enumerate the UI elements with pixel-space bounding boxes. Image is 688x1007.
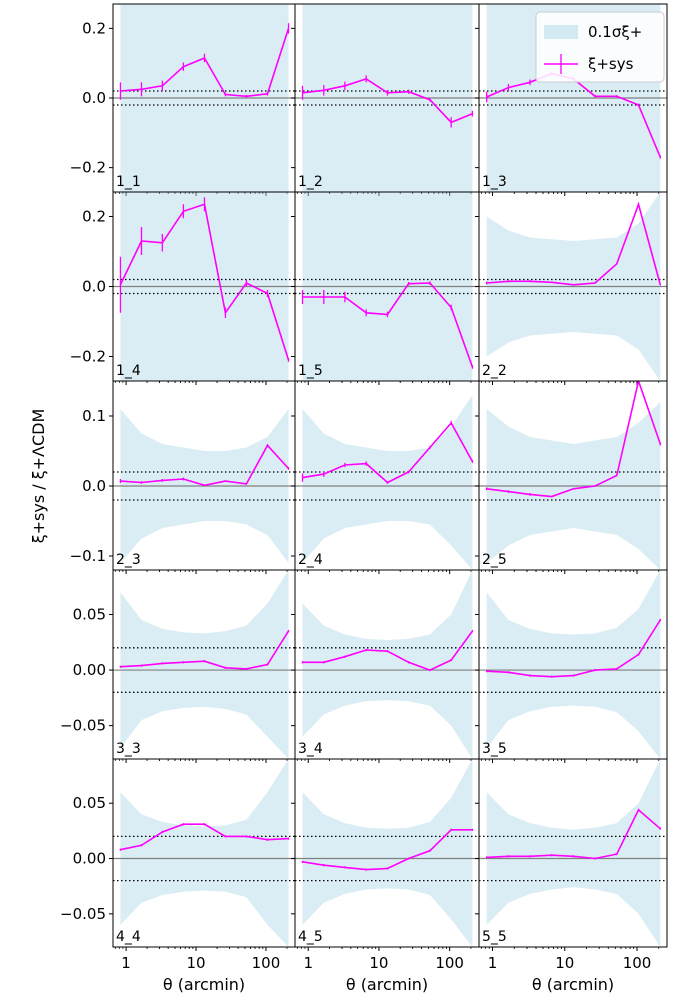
panel-grid: −0.2 0.0 0.2 1_1 1_2 1_3 −0.2 0.0 0.2 1_4 1_5 2_2 −0…: [60, 3, 668, 994]
x-tick-label: 10: [186, 954, 205, 972]
x-axis-title: θ (arcmin): [163, 975, 245, 994]
panel-frame: [478, 758, 668, 948]
x-tick-label: 10: [369, 954, 388, 972]
y-axis-title: ξ+sys / ξ+ΛCDM: [29, 409, 48, 544]
x-tick-label: 1: [121, 954, 131, 972]
x-tick-label: 1: [488, 954, 498, 972]
panel-label: 3_5: [482, 741, 507, 757]
panel-1-2: 1_2: [291, 3, 480, 196]
sigma-band: [302, 570, 473, 759]
panel-3-5: 3_5: [475, 569, 668, 763]
sigma-band: [120, 570, 289, 759]
legend: 0.1σξ+ ξ+sys: [535, 11, 665, 83]
legend-entry-label: ξ+sys: [588, 55, 634, 73]
panel-label: 2_2: [482, 363, 507, 379]
x-tick-label: 1: [303, 954, 313, 972]
legend-band-swatch: [544, 25, 578, 39]
panel-2-4: 2_4: [291, 380, 480, 574]
panel-label: 1_4: [116, 363, 141, 379]
x-tick-label: 100: [435, 954, 464, 972]
panel-label: 2_3: [116, 552, 141, 568]
panel-1-5: 1_5: [291, 191, 480, 385]
y-tick-label: −0.2: [70, 348, 106, 366]
panel-label: 1_1: [116, 174, 141, 190]
y-tick-label: 0.2: [82, 208, 106, 226]
panel-label: 3_3: [116, 741, 141, 757]
y-tick-label: 0.0: [82, 477, 106, 495]
sigma-band: [120, 759, 289, 947]
x-tick-label: 100: [623, 954, 652, 972]
panel-4-4: −0.05 0.00 0.05 1 10 100 θ (arcmin) 4_4: [60, 758, 296, 994]
y-tick-label: 0.05: [73, 794, 106, 812]
panel-2-5: 2_5: [475, 380, 668, 574]
y-tick-label: 0.1: [82, 407, 106, 425]
panel-5-5: 1 10 100 θ (arcmin) 5_5: [475, 758, 668, 994]
y-tick-label: 0.05: [73, 605, 106, 623]
sigma-band: [486, 759, 661, 947]
panel-2-3: −0.1 0.0 0.1 2_3: [70, 380, 296, 574]
x-tick-label: 100: [252, 954, 281, 972]
x-tick-label: 10: [555, 954, 574, 972]
sigma-band: [302, 759, 473, 947]
x-axis-title: θ (arcmin): [532, 975, 614, 994]
sigma-band: [486, 570, 661, 759]
panel-3-3: −0.05 0.00 0.05 3_3: [60, 569, 296, 763]
panel-2-2: 2_2: [475, 191, 668, 385]
panel-label: 1_3: [482, 174, 507, 190]
panel-label: 4_5: [298, 929, 323, 945]
x-axis-title: θ (arcmin): [346, 975, 428, 994]
y-tick-label: −0.2: [70, 159, 106, 177]
legend-entry-label: 0.1σξ+: [588, 23, 642, 41]
y-tick-label: −0.05: [60, 717, 106, 735]
y-tick-label: −0.05: [60, 905, 106, 923]
axis-labels: ξ+sys / ξ+ΛCDM: [29, 409, 48, 544]
panel-label: 2_5: [482, 552, 507, 568]
y-tick-label: 0.00: [73, 661, 106, 679]
panel-1-1: −0.2 0.0 0.2 1_1: [70, 3, 296, 196]
y-tick-label: 0.00: [73, 850, 106, 868]
panel-label: 1_2: [298, 174, 323, 190]
panel-label: 3_4: [298, 741, 323, 757]
panel-label: 1_5: [298, 363, 323, 379]
panel-label: 4_4: [116, 929, 141, 945]
y-tick-label: −0.1: [70, 547, 106, 565]
panel-label: 5_5: [482, 929, 507, 945]
y-tick-label: 0.0: [82, 278, 106, 296]
y-tick-label: 0.2: [82, 19, 106, 37]
panel-4-5: 1 10 100 θ (arcmin) 4_5: [291, 758, 480, 994]
panel-1-4: −0.2 0.0 0.2 1_4: [70, 191, 296, 385]
y-tick-label: 0.0: [82, 89, 106, 107]
panel-3-4: 3_4: [291, 569, 480, 763]
panel-label: 2_4: [298, 552, 323, 568]
